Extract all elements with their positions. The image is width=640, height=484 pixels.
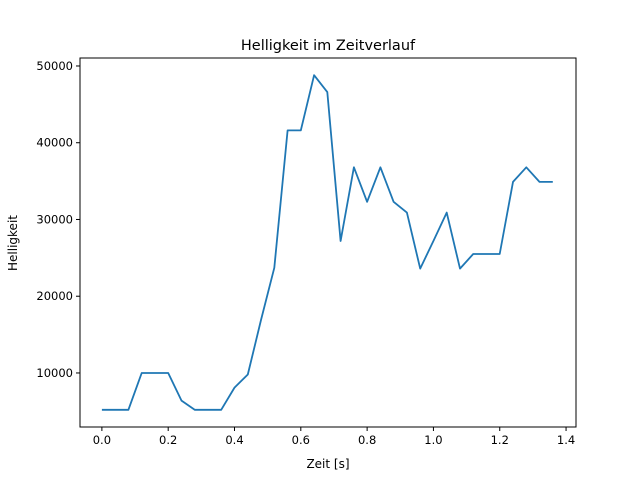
x-tick-label: 1.0 <box>424 433 442 447</box>
x-tick-label: 0.8 <box>358 433 376 447</box>
x-tick-label: 0.4 <box>225 433 243 447</box>
x-tick-label: 0.2 <box>159 433 177 447</box>
chart-title: Helligkeit im Zeitverlauf <box>241 38 416 54</box>
y-tick-label: 20000 <box>36 289 73 303</box>
y-tick-label: 10000 <box>36 366 73 380</box>
x-tick-label: 0.0 <box>93 433 111 447</box>
y-tick-label: 30000 <box>36 212 73 226</box>
x-tick-label: 0.6 <box>292 433 310 447</box>
y-tick-label: 40000 <box>36 136 73 150</box>
y-axis-label: Helligkeit <box>6 215 20 271</box>
x-axis-label: Zeit [s] <box>306 457 349 471</box>
y-tick-label: 50000 <box>36 59 73 73</box>
x-tick-label: 1.2 <box>491 433 509 447</box>
x-tick-label: 1.4 <box>557 433 575 447</box>
